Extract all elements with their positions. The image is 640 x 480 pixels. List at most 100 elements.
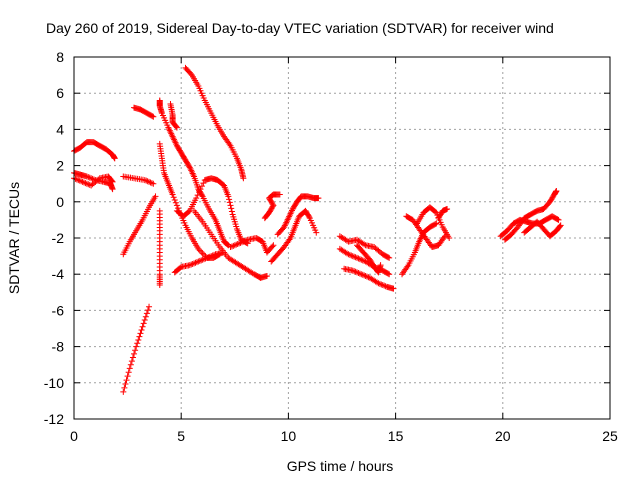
data-point [201,256,208,263]
data-point [82,180,89,187]
data-point [109,186,116,193]
data-point [555,216,562,223]
data-point [140,320,147,327]
data-point [192,259,199,266]
chart-title: Day 260 of 2019, Sidereal Day-to-day VTE… [46,20,554,36]
data-point [346,251,353,258]
data-point [202,255,209,262]
data-point [139,323,146,330]
data-point [141,177,148,184]
data-point [195,258,202,265]
data-point [381,282,388,289]
data-point [359,271,366,278]
series-arc-06 [120,173,157,187]
data-point [124,373,131,380]
data-point [191,260,198,267]
y-tick-label: -6 [52,302,65,318]
series-arc-11 [167,101,180,131]
data-point [138,327,145,334]
data-point [120,388,127,395]
data-point [358,271,365,278]
data-point [382,283,389,290]
data-point [355,255,362,262]
data-point [72,175,79,182]
data-point [377,262,384,269]
series-arc-24 [399,220,440,278]
data-point [108,177,115,184]
series-arc-21 [336,245,393,278]
data-point [354,269,361,276]
data-point [81,179,88,186]
data-point [111,155,118,162]
data-point [356,270,363,277]
x-tick-label: 15 [388,428,404,444]
data-point [359,257,366,264]
y-tick-label: -8 [52,339,65,355]
data-point [109,178,116,185]
data-point [345,251,352,258]
data-point [231,242,238,249]
series-arc-17 [261,191,283,222]
data-point [269,243,276,250]
data-point [276,191,283,198]
data-point [186,262,193,269]
data-point [441,233,448,240]
series-arc-29 [501,187,560,243]
data-point [240,175,247,182]
data-point [223,241,230,248]
data-point [194,192,201,199]
data-point [230,242,237,249]
x-tick-label: 25 [602,428,618,444]
series-arc-18 [268,207,320,265]
series-arc-23 [354,242,384,276]
data-point [228,243,235,250]
data-point [173,124,180,131]
series-arc-12 [182,64,247,182]
series-arc-04 [120,303,153,395]
x-axis-label: GPS time / hours [287,458,394,474]
data-point [75,177,82,184]
data-point [203,254,210,261]
data-point [233,241,240,248]
data-point [148,180,155,187]
x-tick-label: 5 [177,428,185,444]
data-point [352,254,359,261]
data-point [88,175,95,182]
y-tick-label: 6 [56,85,64,101]
data-point [268,192,275,199]
data-point [446,235,453,241]
data-point [133,343,140,350]
data-point [198,183,205,190]
data-point [211,251,218,258]
data-point [241,238,248,245]
data-points [71,64,564,395]
data-point [196,257,203,264]
data-point [554,216,561,223]
data-point [237,239,244,246]
data-point [356,256,363,263]
data-point [121,384,128,391]
x-tick-label: 10 [281,428,297,444]
data-point [89,175,96,182]
data-point [315,195,322,202]
series-arc-19 [274,193,322,238]
data-point [156,282,163,289]
data-point [141,317,148,324]
data-point [226,196,233,203]
data-point [390,285,397,292]
data-point [364,273,371,280]
y-axis-label: SDTVAR / TECUs [6,182,22,294]
data-point [208,253,215,260]
data-point [86,174,93,181]
data-point [146,178,153,185]
grid [74,57,610,419]
data-point [149,113,156,120]
data-point [173,202,180,209]
series-arc-15 [191,207,270,281]
data-point [186,163,193,170]
data-point [122,381,129,388]
data-point [147,179,154,186]
data-point [385,254,392,261]
data-point [234,241,241,248]
data-point [189,260,196,267]
